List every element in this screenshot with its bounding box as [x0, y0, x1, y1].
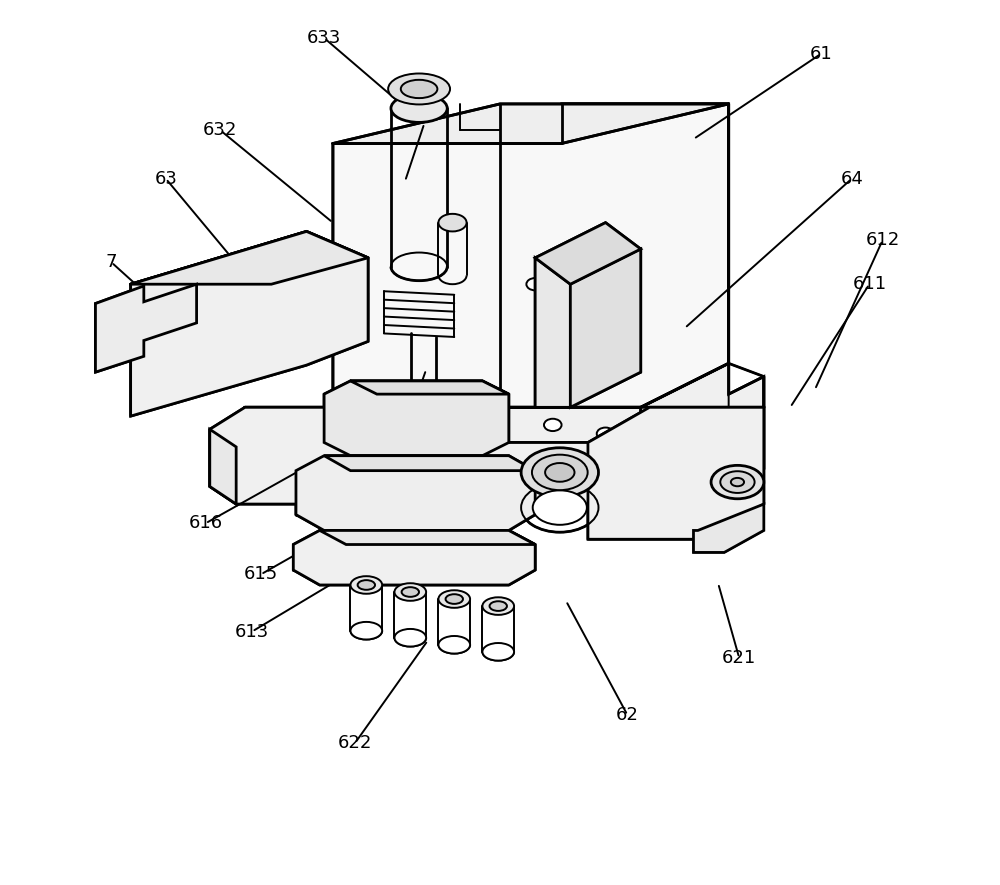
Ellipse shape [263, 254, 279, 265]
Ellipse shape [368, 396, 386, 408]
Ellipse shape [562, 331, 579, 343]
Ellipse shape [358, 581, 375, 589]
Text: 64: 64 [840, 170, 863, 188]
Ellipse shape [386, 466, 403, 479]
Ellipse shape [720, 471, 755, 493]
Ellipse shape [532, 455, 588, 490]
Ellipse shape [402, 587, 419, 596]
Ellipse shape [228, 353, 244, 364]
Ellipse shape [290, 314, 306, 325]
Polygon shape [320, 530, 535, 544]
Ellipse shape [668, 437, 684, 448]
Ellipse shape [399, 419, 416, 431]
Ellipse shape [394, 629, 426, 647]
Ellipse shape [350, 576, 382, 594]
Ellipse shape [592, 313, 610, 326]
Ellipse shape [669, 471, 683, 481]
Ellipse shape [350, 622, 382, 640]
Ellipse shape [207, 310, 221, 320]
Ellipse shape [281, 464, 297, 474]
Polygon shape [210, 429, 236, 504]
Polygon shape [333, 104, 729, 442]
Text: 7: 7 [106, 253, 117, 271]
Ellipse shape [438, 401, 456, 413]
Polygon shape [293, 530, 535, 585]
Ellipse shape [686, 464, 701, 474]
Polygon shape [95, 284, 197, 373]
Ellipse shape [597, 458, 614, 471]
Text: 611: 611 [852, 275, 886, 293]
Ellipse shape [549, 457, 556, 462]
Polygon shape [210, 407, 764, 504]
Text: 613: 613 [235, 622, 269, 641]
Polygon shape [324, 456, 535, 471]
Polygon shape [245, 364, 764, 469]
Ellipse shape [533, 490, 587, 525]
Text: 612: 612 [865, 231, 900, 250]
Ellipse shape [482, 643, 514, 660]
Polygon shape [350, 381, 509, 394]
Ellipse shape [172, 389, 186, 397]
Ellipse shape [482, 597, 514, 615]
Text: 62: 62 [616, 706, 639, 724]
Text: 622: 622 [338, 735, 372, 752]
Ellipse shape [438, 590, 470, 608]
Ellipse shape [633, 481, 649, 492]
Polygon shape [535, 223, 641, 284]
Ellipse shape [394, 583, 426, 601]
Polygon shape [535, 258, 570, 407]
Ellipse shape [350, 463, 368, 475]
Text: 63: 63 [154, 170, 177, 188]
Ellipse shape [386, 489, 403, 501]
Ellipse shape [438, 636, 470, 653]
Polygon shape [570, 249, 641, 407]
Polygon shape [693, 504, 764, 552]
Polygon shape [324, 381, 509, 456]
Polygon shape [588, 407, 764, 539]
Text: 633: 633 [307, 29, 341, 47]
Ellipse shape [388, 73, 450, 104]
Ellipse shape [711, 466, 764, 499]
Ellipse shape [421, 470, 438, 482]
Ellipse shape [434, 421, 452, 434]
Ellipse shape [403, 398, 421, 411]
Ellipse shape [596, 250, 615, 265]
Ellipse shape [668, 490, 684, 501]
Ellipse shape [731, 478, 744, 486]
Ellipse shape [364, 416, 381, 428]
Ellipse shape [633, 446, 649, 457]
Ellipse shape [545, 463, 575, 481]
Ellipse shape [526, 278, 544, 290]
Ellipse shape [544, 419, 562, 431]
Text: 615: 615 [244, 566, 278, 583]
Polygon shape [333, 104, 729, 143]
Ellipse shape [368, 419, 386, 431]
Ellipse shape [350, 485, 368, 497]
Ellipse shape [446, 594, 463, 604]
Ellipse shape [401, 80, 437, 98]
Ellipse shape [200, 305, 228, 325]
Ellipse shape [521, 448, 598, 497]
Text: 616: 616 [188, 514, 222, 533]
Ellipse shape [391, 94, 447, 122]
Ellipse shape [597, 427, 614, 440]
Text: 621: 621 [722, 649, 756, 667]
Ellipse shape [490, 601, 507, 611]
Ellipse shape [439, 474, 455, 485]
Ellipse shape [298, 427, 315, 440]
Text: 61: 61 [810, 45, 832, 63]
Polygon shape [131, 232, 368, 284]
Ellipse shape [421, 492, 438, 504]
Ellipse shape [360, 468, 376, 479]
Ellipse shape [149, 345, 165, 356]
Ellipse shape [544, 454, 562, 466]
Ellipse shape [438, 214, 467, 232]
Polygon shape [296, 456, 535, 530]
Text: 632: 632 [203, 121, 238, 139]
Polygon shape [131, 232, 368, 416]
